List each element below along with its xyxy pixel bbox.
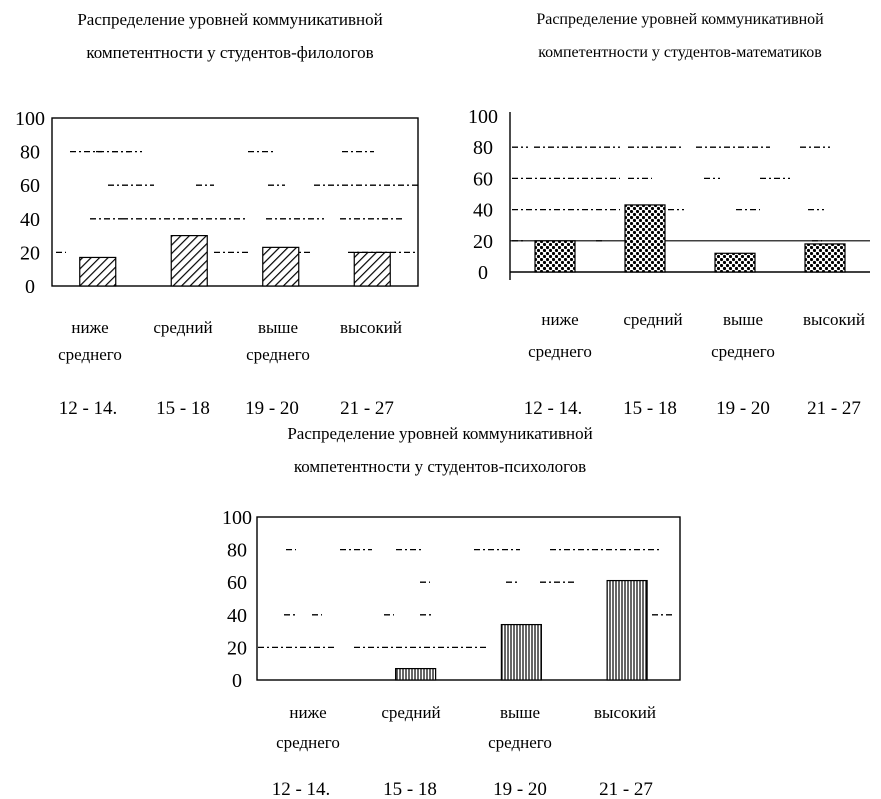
y-tick-label: 100 [15, 108, 45, 130]
y-tick-label: 0 [25, 276, 35, 298]
x-category-label: ниже [71, 318, 108, 337]
bar [395, 667, 437, 681]
x-category-label: среднего [246, 345, 310, 364]
x-range-label: 19 - 20 [245, 398, 299, 419]
y-tick-label: 40 [473, 200, 493, 222]
y-tick-label: 60 [227, 572, 247, 594]
bar [804, 243, 846, 273]
y-tick-label: 60 [20, 175, 40, 197]
bar [624, 204, 666, 273]
x-range-label: 12 - 14. [272, 779, 331, 799]
y-tick-label: 0 [232, 670, 242, 692]
x-category-label: средний [153, 318, 212, 337]
x-category-label: средний [381, 703, 440, 722]
x-category-label: высокий [340, 318, 402, 337]
chart-psychologists: 100 80 60 40 20 0 ниже среднего средний выше средн… [222, 507, 681, 799]
y-tick-label: 100 [468, 106, 498, 128]
chart-title-mathematicians: Распределение уровней коммуникативной ко… [470, 3, 881, 69]
y-tick-label: 80 [227, 540, 247, 562]
x-range-label: 15 - 18 [156, 398, 210, 419]
chart-philologists: 100 80 60 40 20 0 ниже среднего средний выше средн… [15, 108, 419, 419]
plot-frame [256, 516, 681, 681]
x-category-label: ниже [289, 703, 326, 722]
y-tick-label: 80 [473, 137, 493, 159]
chart-title-line: Распределение уровней коммуникативной [287, 424, 593, 443]
y-tick-label: 80 [20, 142, 40, 164]
chart-title-line: Распределение уровней коммуникативной [77, 10, 383, 29]
bar [262, 246, 300, 287]
x-category-label: выше [258, 318, 298, 337]
y-tick-label: 100 [222, 507, 252, 529]
x-range-label: 15 - 18 [623, 398, 677, 419]
y-tick-label: 40 [227, 605, 247, 627]
bar [170, 235, 208, 287]
chart-title-line: Распределение уровней коммуникативной [536, 11, 824, 28]
x-category-label: среднего [58, 345, 122, 364]
bar [606, 579, 648, 681]
x-category-label: высокий [803, 310, 865, 329]
chart-mathematicians: 100 80 60 40 20 0 ниже среднего средний выше средн… [468, 106, 870, 419]
x-range-label: 19 - 20 [493, 779, 547, 799]
x-category-label: среднего [276, 733, 340, 752]
x-category-label: среднего [711, 342, 775, 361]
x-range-label: 21 - 27 [807, 398, 861, 419]
x-range-label: 12 - 14. [59, 398, 118, 419]
x-category-label: выше [723, 310, 763, 329]
bar [714, 252, 756, 273]
x-category-label: среднего [488, 733, 552, 752]
x-range-label: 19 - 20 [716, 398, 770, 419]
chart-title-line: компетентности у студентов-психологов [293, 457, 587, 476]
y-tick-label: 0 [478, 262, 488, 284]
x-category-label: выше [500, 703, 540, 722]
chart-title-line: компетентности у студентов-филологов [86, 43, 374, 62]
y-tick-label: 20 [20, 242, 40, 264]
plot-frame [51, 117, 419, 287]
bar [79, 256, 117, 287]
y-tick-label: 40 [20, 209, 40, 231]
y-tick-label: 60 [473, 168, 493, 190]
bar [534, 240, 576, 273]
chart-title-line: компетентности у студентов-математиков [538, 44, 822, 61]
x-category-label: ниже [541, 310, 578, 329]
bar [500, 623, 542, 681]
x-range-label: 21 - 27 [340, 398, 394, 419]
x-range-label: 21 - 27 [599, 779, 653, 799]
x-range-label: 15 - 18 [383, 779, 437, 799]
chart-title-philologists: Распределение уровней коммуникативной ко… [20, 3, 440, 69]
y-tick-label: 20 [473, 231, 493, 253]
bar [353, 251, 391, 287]
x-category-label: среднего [528, 342, 592, 361]
x-range-label: 12 - 14. [524, 398, 583, 419]
x-category-label: высокий [594, 703, 656, 722]
x-category-label: средний [623, 310, 682, 329]
y-tick-label: 20 [227, 637, 247, 659]
chart-title-psychologists: Распределение уровней коммуникативной ко… [230, 417, 650, 483]
